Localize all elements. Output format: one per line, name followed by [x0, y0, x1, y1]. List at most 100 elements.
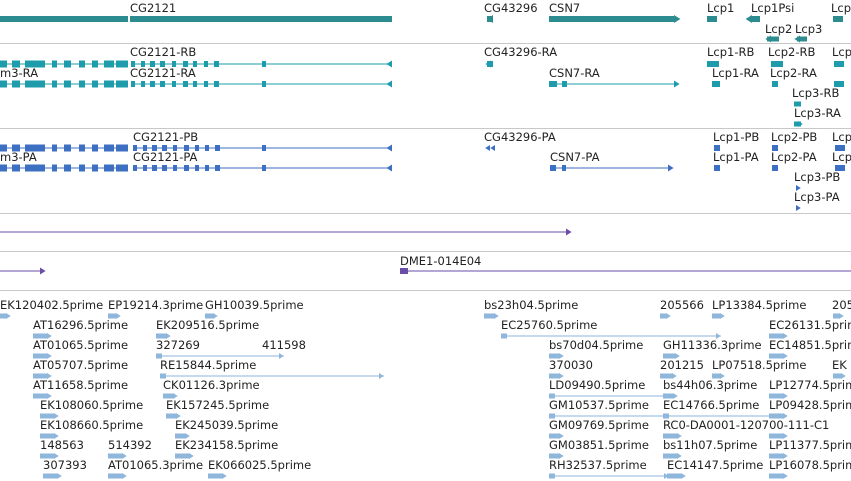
- est-glyph-arrow[interactable]: [720, 373, 725, 379]
- mrna-glyph-cg2121-ra[interactable]: [204, 81, 208, 87]
- est-label[interactable]: EK: [832, 358, 847, 372]
- protein-glyph-left-pb-exon[interactable]: [79, 144, 85, 152]
- protein-label-lcp3-pb[interactable]: Lcp3-PB: [794, 170, 841, 184]
- est-glyph-arrow[interactable]: [677, 453, 682, 459]
- est-glyph[interactable]: [660, 373, 672, 379]
- est-glyph[interactable]: [175, 433, 185, 439]
- est-glyph[interactable]: [156, 333, 166, 339]
- est-glyph[interactable]: [549, 473, 555, 479]
- est-glyph[interactable]: [0, 313, 6, 319]
- mrna-glyph-left-rb-exon[interactable]: [52, 60, 57, 68]
- mrna-glyph-cg2121-ra[interactable]: [214, 81, 219, 87]
- est-glyph-arrow[interactable]: [783, 473, 788, 479]
- est-glyph[interactable]: [663, 413, 669, 419]
- mrna-glyph-left-rb-exon[interactable]: [92, 60, 98, 68]
- est-glyph-arrow[interactable]: [176, 413, 181, 419]
- protein-glyph-lcp1-pb[interactable]: [714, 145, 720, 151]
- est-label[interactable]: EK108060.5prime: [40, 398, 144, 412]
- mrna-glyph-left-rb-exon[interactable]: [12, 60, 20, 68]
- est-glyph[interactable]: [108, 473, 122, 479]
- est-glyph-arrow[interactable]: [716, 333, 721, 339]
- gene-glyph-lcp3-arrow[interactable]: [794, 35, 800, 43]
- est-glyph[interactable]: [549, 373, 559, 379]
- protein-glyph-cg2121-pa[interactable]: [386, 164, 392, 172]
- est-glyph-arrow[interactable]: [173, 393, 178, 399]
- est-glyph[interactable]: [33, 373, 47, 379]
- est-glyph-arrow[interactable]: [672, 373, 677, 379]
- mrna-glyph-left-rb-exon[interactable]: [0, 60, 7, 68]
- est-glyph-arrow[interactable]: [54, 413, 59, 419]
- protein-glyph-left-pb-exon[interactable]: [25, 144, 45, 152]
- gene-glyph-lcp1psi[interactable]: [745, 15, 752, 23]
- est-label[interactable]: LP09428.5prime: [769, 398, 851, 412]
- mrna-label-csn7-ra[interactable]: CSN7-RA: [549, 66, 600, 80]
- clone-label-dme1-014e04[interactable]: DME1-014E04: [400, 254, 482, 268]
- est-label[interactable]: LP07518.5prime: [712, 358, 807, 372]
- protein-label-cg2121-pb[interactable]: CG2121-PB: [133, 130, 199, 144]
- mrna-glyph-left-ra-exon[interactable]: [116, 80, 128, 88]
- est-label[interactable]: AT05707.5prime: [33, 358, 129, 372]
- clone-glyph-arrow[interactable]: [566, 228, 572, 236]
- gene-label-lcp3[interactable]: Lcp3: [795, 22, 823, 36]
- est-label[interactable]: AT01065.5prime: [33, 338, 129, 352]
- mrna-label-lcp3-rb[interactable]: Lcp3-RB: [792, 86, 840, 100]
- mrna-label-lcp1-ra[interactable]: Lcp1-RA: [712, 66, 759, 80]
- est-glyph[interactable]: [769, 353, 783, 359]
- est-glyph-arrow[interactable]: [189, 453, 194, 459]
- protein-glyph-lcp1-pa[interactable]: [714, 165, 720, 171]
- gene-label-cg43296[interactable]: CG43296: [484, 1, 538, 15]
- gene-glyph-csn7-arrow[interactable]: [674, 15, 681, 23]
- protein-label-lcp3-pa[interactable]: Lcp3-PA: [794, 190, 840, 204]
- est-label[interactable]: EK066025.5prime: [208, 458, 312, 472]
- protein-glyph-cg2121-pa[interactable]: [173, 165, 177, 171]
- protein-glyph-cg2121-pa[interactable]: [152, 165, 157, 171]
- gene-glyph-csn7[interactable]: [549, 16, 674, 22]
- est-glyph[interactable]: [40, 433, 54, 439]
- protein-glyph-cg43296-pa[interactable]: [485, 145, 490, 151]
- gene-glyph-lcp3[interactable]: [797, 36, 807, 42]
- est-label[interactable]: AT01065.3prime: [108, 458, 204, 472]
- clone-glyph-arrow[interactable]: [40, 267, 46, 275]
- est-glyph[interactable]: [40, 413, 54, 419]
- est-label[interactable]: CK01126.3prime: [163, 378, 260, 392]
- est-glyph[interactable]: [549, 433, 559, 439]
- gene-glyph-lcp2-arrow[interactable]: [765, 35, 771, 43]
- protein-glyph-cg2121-pa[interactable]: [162, 165, 167, 171]
- gene-label-lcp2[interactable]: Lcp2: [765, 22, 793, 36]
- est-glyph[interactable]: [549, 453, 559, 459]
- est-glyph-arrow[interactable]: [47, 373, 52, 379]
- est-glyph[interactable]: [549, 393, 555, 399]
- mrna-glyph-cg2121-rb[interactable]: [262, 61, 266, 67]
- protein-glyph-left-pa-exon[interactable]: [79, 164, 85, 172]
- est-glyph[interactable]: [712, 313, 720, 319]
- est-label[interactable]: EK245039.5prime: [175, 418, 279, 432]
- mrna-glyph-left-ra-exon[interactable]: [104, 80, 114, 88]
- mrna-glyph-lcp2-ra[interactable]: [772, 81, 778, 87]
- est-glyph[interactable]: [549, 353, 559, 359]
- est-glyph-arrow[interactable]: [673, 393, 678, 399]
- protein-glyph-left-pa-exon[interactable]: [116, 164, 128, 172]
- est-glyph[interactable]: [663, 433, 677, 439]
- mrna-label-cg2121-ra[interactable]: CG2121-RA: [130, 66, 196, 80]
- est-glyph-arrow[interactable]: [47, 333, 52, 339]
- mrna-glyph-left-ra-exon[interactable]: [92, 80, 98, 88]
- est-glyph[interactable]: [108, 313, 116, 319]
- mrna-glyph-lcp-partial[interactable]: [834, 81, 844, 87]
- est-glyph-arrow[interactable]: [783, 393, 788, 399]
- est-glyph-arrow[interactable]: [166, 333, 171, 339]
- est-glyph-arrow[interactable]: [54, 453, 59, 459]
- mrna-label-lcp2-ra[interactable]: Lcp2-RA: [770, 66, 817, 80]
- protein-glyph-cg2121-pa[interactable]: [184, 165, 189, 171]
- mrna-glyph-left-ra-exon[interactable]: [64, 80, 71, 88]
- est-glyph-arrow[interactable]: [677, 433, 682, 439]
- est-label[interactable]: 307393: [43, 458, 87, 472]
- mrna-glyph-csn7-ra[interactable]: [549, 81, 557, 87]
- mrna-glyph-cg2121-rb[interactable]: [214, 61, 219, 67]
- est-label[interactable]: RE15844.5prime: [160, 358, 257, 372]
- est-glyph[interactable]: [484, 313, 494, 319]
- mrna-glyph-left-rb-exon[interactable]: [116, 60, 128, 68]
- protein-label-cg2121-pa[interactable]: CG2121-PA: [133, 150, 198, 164]
- est-label[interactable]: EK108660.5prime: [40, 418, 144, 432]
- mrna-label-cg2121-rb[interactable]: CG2121-RB: [130, 45, 197, 59]
- protein-label-csn7-pa[interactable]: CSN7-PA: [550, 150, 600, 164]
